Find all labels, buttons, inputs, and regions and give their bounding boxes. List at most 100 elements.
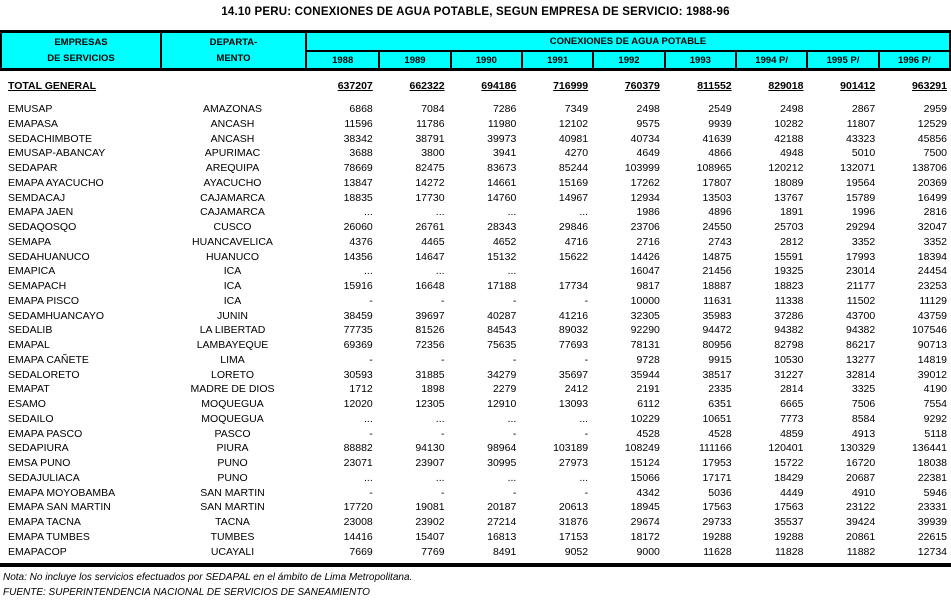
table-row: EMAPA SAN MARTIN SAN MARTIN 17720 19081 2018… (0, 500, 951, 515)
total-value-cell: 760379 (624, 80, 660, 92)
value-cell: 18835 (343, 191, 373, 204)
value-cell: 14819 (917, 353, 947, 366)
value-cell: 18887 (702, 280, 732, 292)
value-cell: 42188 (774, 132, 804, 145)
empresa-cell: EMAPAT (8, 383, 50, 396)
value-cell: 15591 (774, 250, 804, 263)
value-cell: 35944 (630, 368, 660, 381)
value-cell: - (369, 294, 373, 307)
year-header: 1995 P/ (806, 52, 877, 68)
value-cell: 72356 (415, 339, 445, 351)
empresa-cell: EMAPA AYACUCHO (8, 176, 104, 189)
value-cell: 23008 (343, 516, 373, 528)
value-cell: 30995 (487, 457, 517, 469)
value-cell: 23014 (846, 265, 876, 278)
value-cell: 14356 (343, 250, 373, 263)
value-cell: 17153 (558, 530, 589, 543)
value-cell: 136441 (911, 442, 947, 455)
table-row: SEMDACAJ CAJAMARCA 18835 17730 14760 14967 129… (0, 191, 951, 206)
value-cell: 10530 (774, 353, 804, 366)
value-cell: 23253 (917, 280, 947, 292)
value-cell: 94382 (846, 324, 876, 337)
value-cell: 10000 (630, 294, 660, 307)
empresa-cell: EMAPAL (8, 339, 50, 351)
header-empresas-column: EMPRESAS DE SERVICIOS (2, 33, 160, 68)
value-cell: ... (507, 471, 517, 484)
year-header: 1989 (378, 52, 449, 68)
value-cell: ... (579, 471, 589, 484)
value-cell: 4270 (564, 147, 589, 160)
departamento-cell: JUNIN (217, 309, 248, 322)
value-cell: 25703 (774, 221, 804, 233)
value-cell: 5118 (924, 427, 947, 440)
value-cell: ... (507, 265, 517, 278)
value-cell: 2335 (708, 383, 732, 396)
value-cell: 4528 (636, 427, 660, 440)
value-cell: 9817 (636, 280, 660, 292)
value-cell: - (441, 353, 445, 366)
value-cell: 20187 (487, 501, 517, 514)
value-cell: 1712 (349, 383, 373, 396)
value-cell: 7500 (923, 147, 947, 160)
departamento-cell: ICA (223, 294, 242, 307)
departamento-cell: PIURA (216, 442, 249, 455)
value-cell: ... (364, 471, 373, 484)
value-cell: 3325 (851, 383, 876, 396)
value-cell: ... (364, 412, 373, 425)
value-cell: 31227 (774, 368, 804, 381)
value-cell: 29674 (630, 516, 660, 528)
value-cell: 8584 (851, 412, 876, 425)
value-cell: 103999 (624, 162, 660, 174)
value-cell: 4652 (492, 235, 517, 248)
value-cell: 17734 (558, 280, 589, 292)
value-cell: - (441, 427, 445, 440)
value-cell: 29294 (846, 221, 876, 233)
total-value-cell: 716999 (553, 80, 589, 92)
departamento-cell: MADRE DE DIOS (190, 383, 275, 396)
value-cell: 9292 (923, 412, 947, 425)
empresa-cell: SEDAHUANUCO (8, 250, 90, 263)
empresa-cell: SEDAPIURA (8, 442, 69, 455)
value-cell: 11502 (846, 294, 876, 307)
empresa-cell: EMAPICA (8, 265, 56, 278)
value-cell: ... (435, 265, 445, 278)
value-cell: 9728 (636, 353, 660, 366)
table-row: EMAPA CAÑETE LIMA - - - - 9728 9915 10530 13277 14… (0, 353, 951, 368)
table-row: ESAMO MOQUEGUA 12020 12305 12910 13093 6112 635… (0, 397, 951, 412)
value-cell: 98964 (487, 442, 517, 455)
departamento-cell: LA LIBERTAD (199, 324, 266, 337)
departamento-cell: HUANUCO (205, 250, 260, 263)
value-cell: 7669 (349, 545, 373, 558)
value-cell: 28343 (487, 221, 517, 233)
value-cell: 3352 (923, 235, 947, 248)
value-cell: 9052 (564, 545, 589, 558)
value-cell: 15132 (487, 250, 517, 263)
value-cell: 24550 (702, 221, 732, 233)
value-cell: 1986 (636, 206, 660, 219)
departamento-cell: ICA (223, 280, 242, 292)
value-cell: 130329 (840, 442, 876, 455)
value-cell: 12529 (917, 117, 947, 130)
source-line: FUENTE: SUPERINTENDENCIA NACIONAL DE SER… (3, 587, 370, 599)
departamento-cell: ANCASH (210, 117, 255, 130)
value-cell: 2959 (923, 103, 947, 115)
value-cell: 10229 (630, 412, 660, 425)
empresa-cell: EMAPA PISCO (8, 294, 79, 307)
value-cell: 7506 (851, 398, 876, 410)
value-cell: 5946 (923, 486, 947, 499)
value-cell: 17807 (702, 176, 732, 189)
departamento-cell: PASCO (214, 427, 251, 440)
table-row: EMAPA MOYOBAMBA SAN MARTIN - - - - 4342 5036 444… (0, 486, 951, 501)
value-cell: 19325 (774, 265, 804, 278)
departamento-cell: LAMBAYEQUE (196, 339, 269, 351)
value-cell: 9915 (708, 353, 732, 366)
value-cell: 32305 (630, 309, 660, 322)
empresa-cell: ESAMO (8, 398, 46, 410)
value-cell: 8491 (492, 545, 517, 558)
table-row: EMAPA PASCO PASCO - - - - 4528 4528 4859 4913 5118 (0, 427, 951, 442)
value-cell: 17188 (487, 280, 517, 292)
empresa-cell: EMUSAP-ABANCAY (8, 147, 106, 160)
value-cell: - (369, 486, 373, 499)
value-cell: - (441, 486, 445, 499)
value-cell: 23902 (415, 516, 445, 528)
